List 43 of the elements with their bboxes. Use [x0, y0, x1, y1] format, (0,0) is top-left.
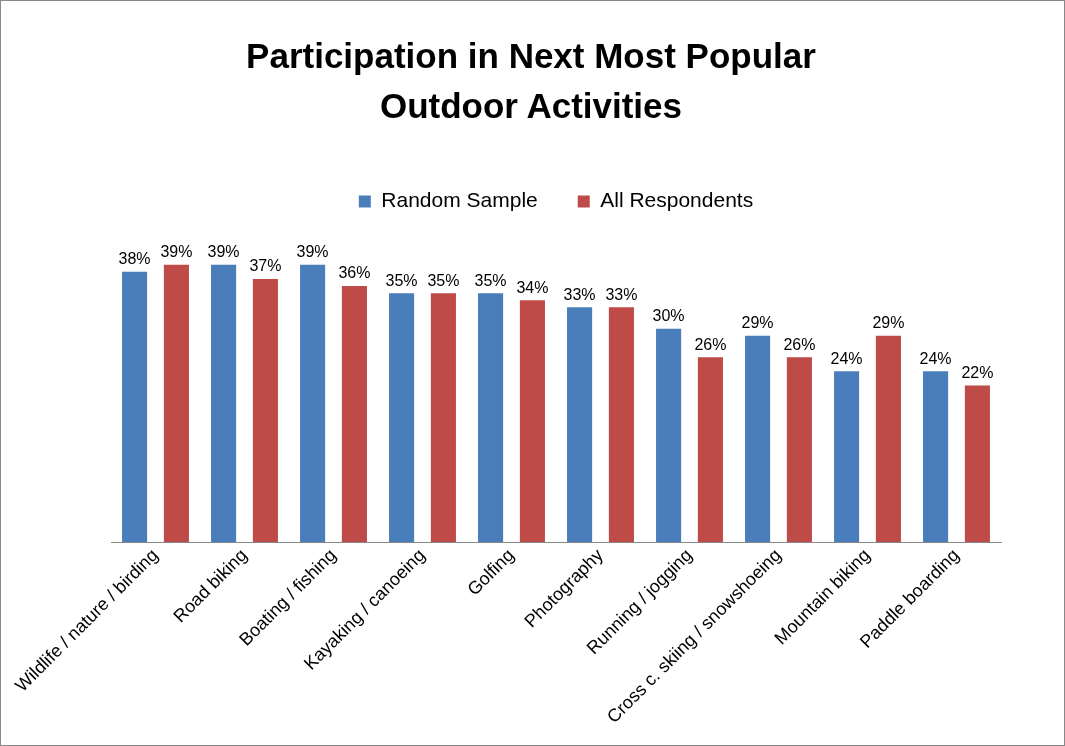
data-label: 24% [919, 349, 952, 367]
bar [875, 335, 901, 543]
data-label: 26% [694, 335, 727, 353]
bar [211, 264, 237, 543]
data-label: 29% [741, 314, 774, 332]
legend-label: Random Sample [381, 188, 538, 212]
data-label: 35% [385, 271, 418, 289]
data-label: 35% [474, 271, 507, 289]
bar [519, 300, 545, 543]
bar [697, 357, 723, 543]
bar [300, 264, 326, 543]
data-label: 39% [296, 243, 329, 261]
bar [608, 307, 634, 543]
data-label: 22% [961, 364, 994, 381]
data-label: 34% [516, 278, 549, 296]
bar [923, 371, 949, 543]
bar [389, 293, 415, 543]
bar [834, 371, 860, 543]
bar [252, 278, 278, 543]
data-label: 38% [118, 250, 151, 268]
data-label: 30% [652, 307, 685, 325]
data-label: 35% [427, 271, 460, 289]
bar [656, 328, 682, 543]
data-label: 33% [605, 285, 638, 303]
data-label: 24% [830, 349, 863, 367]
bar [567, 307, 593, 543]
data-label: 29% [872, 314, 905, 332]
legend-label: All Respondents [600, 188, 754, 212]
data-label: 26% [783, 335, 816, 353]
bar [786, 357, 812, 543]
bar [341, 286, 367, 543]
data-label: 37% [249, 257, 282, 275]
data-label: 33% [563, 285, 596, 303]
data-label: 36% [338, 264, 371, 282]
bar [964, 385, 990, 543]
bar [478, 293, 504, 543]
bar [122, 271, 148, 543]
bar [745, 335, 771, 543]
chart-title: Participation in Next Most Popular Outdoor Activities [245, 35, 817, 127]
data-label: 39% [160, 243, 193, 261]
bar [163, 264, 189, 543]
data-label: 39% [207, 243, 240, 261]
bar [430, 293, 456, 543]
